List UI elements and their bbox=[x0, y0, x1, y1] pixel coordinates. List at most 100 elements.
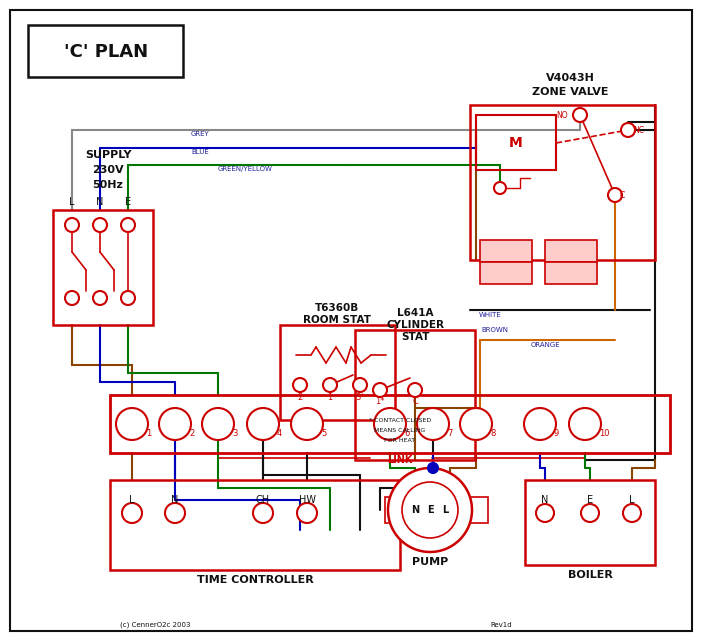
Text: C: C bbox=[619, 190, 625, 199]
Text: STAT: STAT bbox=[401, 332, 429, 342]
Circle shape bbox=[121, 291, 135, 305]
Bar bbox=[470, 105, 655, 260]
Text: E: E bbox=[587, 495, 593, 505]
Text: N: N bbox=[541, 495, 549, 505]
Circle shape bbox=[417, 408, 449, 440]
Text: 230V: 230V bbox=[92, 165, 124, 175]
Text: 50Hz: 50Hz bbox=[93, 180, 124, 190]
Circle shape bbox=[494, 182, 506, 194]
Circle shape bbox=[536, 504, 554, 522]
Text: Rev1d: Rev1d bbox=[490, 622, 512, 628]
Circle shape bbox=[569, 408, 601, 440]
Text: N: N bbox=[96, 197, 104, 207]
Circle shape bbox=[388, 468, 472, 552]
Circle shape bbox=[93, 218, 107, 232]
Text: BROWN: BROWN bbox=[481, 327, 508, 333]
Text: 6: 6 bbox=[404, 428, 409, 438]
Text: L641A: L641A bbox=[397, 308, 433, 318]
Text: 10: 10 bbox=[599, 428, 609, 438]
Circle shape bbox=[408, 383, 422, 397]
Bar bbox=[480, 240, 532, 262]
Text: 3: 3 bbox=[232, 428, 237, 438]
Text: FOR HEAT: FOR HEAT bbox=[385, 438, 416, 442]
Bar bbox=[110, 480, 400, 570]
Text: 4: 4 bbox=[277, 428, 282, 438]
Text: WHITE: WHITE bbox=[479, 312, 501, 318]
Text: (c) CennerO2c 2003: (c) CennerO2c 2003 bbox=[120, 622, 190, 628]
Circle shape bbox=[374, 408, 406, 440]
Text: N: N bbox=[171, 495, 179, 505]
Text: E: E bbox=[427, 505, 433, 515]
Circle shape bbox=[202, 408, 234, 440]
Text: L: L bbox=[129, 495, 135, 505]
Bar bbox=[545, 262, 597, 284]
Text: L: L bbox=[69, 197, 74, 207]
Circle shape bbox=[402, 482, 458, 538]
Text: PUMP: PUMP bbox=[412, 557, 448, 567]
Circle shape bbox=[323, 378, 337, 392]
Text: 8: 8 bbox=[490, 428, 496, 438]
Circle shape bbox=[297, 503, 317, 523]
Bar bbox=[53, 210, 153, 325]
Text: E: E bbox=[125, 197, 131, 207]
Bar bbox=[385, 497, 407, 523]
Text: T6360B: T6360B bbox=[315, 303, 359, 313]
Circle shape bbox=[93, 291, 107, 305]
Circle shape bbox=[460, 408, 492, 440]
Text: * CONTACT CLOSED: * CONTACT CLOSED bbox=[369, 417, 431, 422]
Text: 1: 1 bbox=[327, 392, 333, 401]
Circle shape bbox=[116, 408, 148, 440]
Circle shape bbox=[247, 408, 279, 440]
Circle shape bbox=[165, 503, 185, 523]
Bar bbox=[525, 480, 655, 565]
Circle shape bbox=[291, 408, 323, 440]
Circle shape bbox=[373, 383, 387, 397]
Bar bbox=[480, 262, 532, 284]
Bar bbox=[466, 497, 488, 523]
Bar bbox=[280, 325, 395, 420]
Text: ORANGE: ORANGE bbox=[530, 342, 559, 348]
Circle shape bbox=[122, 503, 142, 523]
Text: SUPPLY: SUPPLY bbox=[85, 150, 131, 160]
Circle shape bbox=[121, 218, 135, 232]
Text: NO: NO bbox=[556, 110, 568, 119]
Circle shape bbox=[623, 504, 641, 522]
Text: BOILER: BOILER bbox=[567, 570, 612, 580]
Text: CH: CH bbox=[256, 495, 270, 505]
Circle shape bbox=[573, 108, 587, 122]
Bar bbox=[28, 25, 183, 77]
Text: HW: HW bbox=[298, 495, 315, 505]
Text: 2: 2 bbox=[298, 392, 303, 401]
Circle shape bbox=[581, 504, 599, 522]
Text: 3*: 3* bbox=[355, 392, 365, 401]
Bar bbox=[476, 115, 556, 170]
Text: ROOM STAT: ROOM STAT bbox=[303, 315, 371, 325]
Text: LINK: LINK bbox=[388, 455, 413, 465]
Text: L: L bbox=[629, 495, 635, 505]
Circle shape bbox=[159, 408, 191, 440]
Circle shape bbox=[608, 188, 622, 202]
Text: 1*: 1* bbox=[376, 397, 385, 406]
Circle shape bbox=[293, 378, 307, 392]
Text: GREEN/YELLOW: GREEN/YELLOW bbox=[218, 166, 272, 172]
Text: CYLINDER: CYLINDER bbox=[386, 320, 444, 330]
Text: 1: 1 bbox=[146, 428, 151, 438]
Circle shape bbox=[253, 503, 273, 523]
Text: C: C bbox=[412, 397, 418, 406]
Text: BLUE: BLUE bbox=[191, 149, 209, 155]
Text: ZONE VALVE: ZONE VALVE bbox=[531, 87, 608, 97]
Text: N: N bbox=[411, 505, 419, 515]
Circle shape bbox=[65, 218, 79, 232]
Circle shape bbox=[428, 463, 438, 473]
Text: 7: 7 bbox=[447, 428, 452, 438]
Bar bbox=[355, 330, 475, 460]
Text: 'C' PLAN: 'C' PLAN bbox=[64, 43, 148, 61]
Text: 2: 2 bbox=[189, 428, 194, 438]
Text: 9: 9 bbox=[554, 428, 559, 438]
Text: M: M bbox=[509, 136, 523, 150]
Text: TIME CONTROLLER: TIME CONTROLLER bbox=[197, 575, 313, 585]
Text: NC: NC bbox=[633, 126, 644, 135]
Text: MEANS CALLING: MEANS CALLING bbox=[374, 428, 425, 433]
Text: V4043H: V4043H bbox=[545, 73, 595, 83]
Circle shape bbox=[65, 291, 79, 305]
